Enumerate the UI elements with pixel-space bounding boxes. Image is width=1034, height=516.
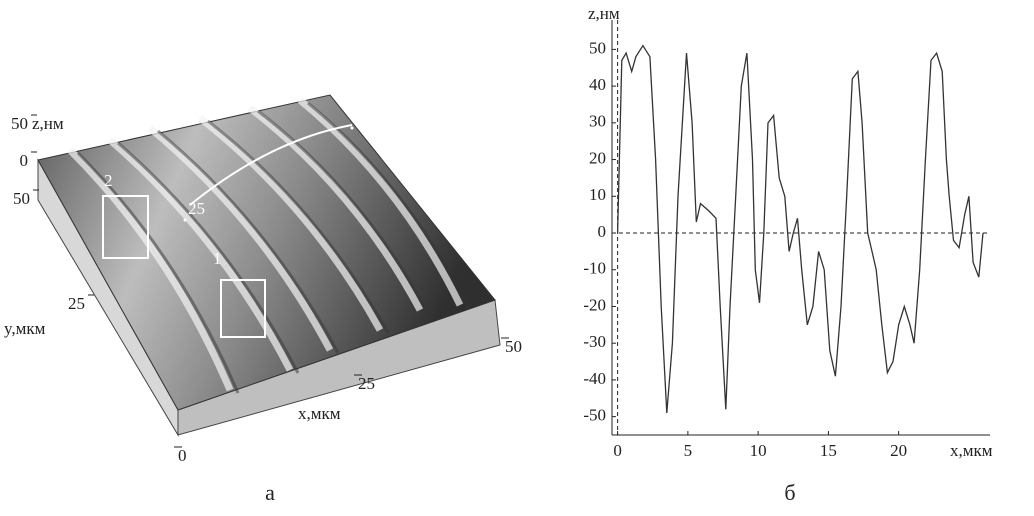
x-tick-label: 15	[820, 441, 837, 460]
profile-tick	[183, 218, 187, 222]
x-tick-label: 20	[890, 441, 907, 460]
ridge	[297, 97, 464, 307]
y-tick-label: -40	[583, 369, 606, 388]
y-tick-label: 10	[589, 185, 606, 204]
y-tick-label: 40	[589, 75, 606, 94]
ridge	[67, 147, 234, 392]
y-tick-label: -20	[583, 295, 606, 314]
caption: б	[784, 480, 795, 505]
region-box	[102, 195, 149, 259]
ridge	[247, 105, 424, 312]
xticks-label: 0	[178, 446, 187, 465]
region-label: 2	[104, 171, 113, 190]
x-tick-label: 5	[684, 441, 693, 460]
x-axis-label: x,мкм	[950, 441, 993, 460]
ridge-shadow	[257, 109, 430, 314]
y-tick-label: -30	[583, 332, 606, 351]
yticks-label: 50	[13, 189, 30, 208]
region-label: 1	[213, 249, 222, 268]
ridge	[197, 115, 384, 332]
yticks-label: 25	[68, 294, 85, 313]
y-tick-label: -50	[583, 406, 606, 425]
caption: а	[265, 480, 275, 505]
ridge	[147, 125, 334, 352]
xticks-label: 25	[358, 374, 375, 393]
xticks-label: 50	[505, 337, 522, 356]
z-axis-label: z,нм	[32, 114, 64, 133]
y-tick-label: 30	[589, 112, 606, 131]
profile-line	[616, 44, 984, 414]
profile-tick	[350, 126, 354, 130]
ridge-shadow	[117, 141, 300, 374]
zticks-label: 50	[11, 114, 28, 133]
ridge	[107, 137, 294, 372]
y-tick-label: 20	[589, 148, 606, 167]
y-axis-label: z,нм	[588, 4, 620, 23]
y-tick-label: -10	[583, 259, 606, 278]
ridge-shadow	[307, 101, 470, 309]
zticks-label: 0	[20, 151, 29, 170]
region-box	[220, 279, 266, 338]
profile-tick-label: 0	[355, 107, 364, 126]
y-tick-label: 0	[598, 222, 607, 241]
x-tick-label: 0	[613, 441, 622, 460]
profile-line	[189, 124, 353, 206]
ridge-shadow	[76, 151, 240, 394]
x-axis-label: x,мкм	[298, 404, 341, 423]
ridge-shadow	[207, 119, 390, 334]
y-tick-label: 50	[589, 38, 606, 57]
ridge-shadow	[157, 129, 340, 354]
x-tick-label: 10	[750, 441, 767, 460]
profile-tick-label: 25	[188, 199, 205, 218]
y-axis-label: y,мкм	[4, 319, 46, 338]
